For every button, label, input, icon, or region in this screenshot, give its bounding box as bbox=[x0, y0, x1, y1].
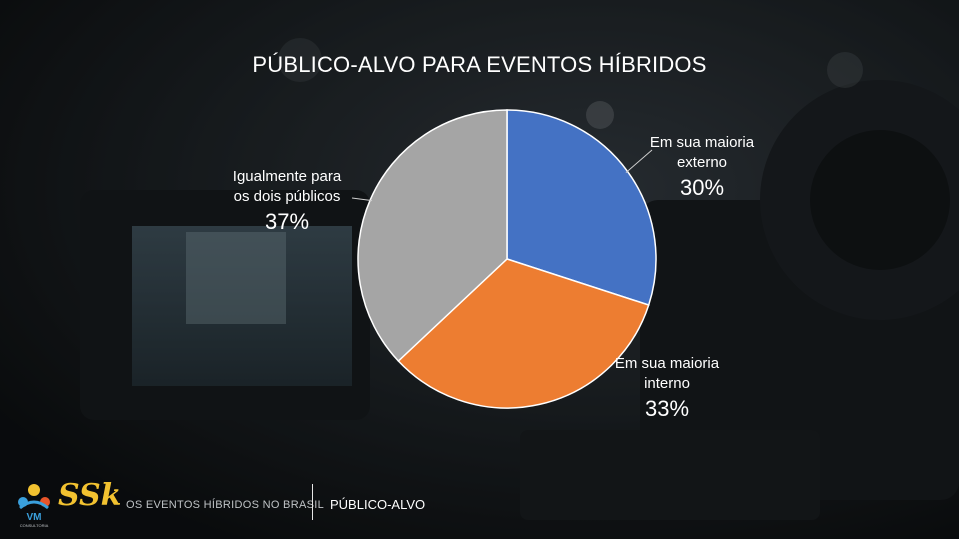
leader-line-externo bbox=[625, 149, 653, 173]
data-label-igualmente-line2: os dois públicos bbox=[233, 188, 341, 205]
pie-slice-interno bbox=[397, 258, 650, 409]
vm-logo-text: VM bbox=[27, 512, 42, 523]
data-label-externo-value: 30% bbox=[679, 175, 725, 200]
footer-section-title: OS EVENTOS HÍBRIDOS NO BRASIL bbox=[126, 499, 324, 511]
vm-logo-subtext: CONSULTORIA bbox=[20, 523, 49, 528]
pie-slice-igualmente bbox=[357, 109, 508, 363]
data-label-interno-line1: Em sua maioria bbox=[614, 355, 720, 372]
data-label-externo-line1: Em sua maioria bbox=[649, 134, 755, 151]
leader-line-igualmente bbox=[351, 197, 373, 202]
data-label-igualmente-line1: Igualmente para bbox=[232, 168, 342, 185]
ssk-logo: SSk bbox=[58, 478, 122, 513]
vm-consultoria-logo: VM CONSULTORIA bbox=[18, 484, 50, 528]
data-label-interno-value: 33% bbox=[644, 396, 690, 421]
data-label-externo: Em sua maioria externo 30% bbox=[632, 133, 772, 203]
data-label-interno-line2: interno bbox=[644, 375, 690, 392]
data-label-interno: Em sua maioria interno 33% bbox=[592, 354, 742, 424]
footer-page-name: PÚBLICO-ALVO bbox=[330, 497, 426, 512]
data-label-igualmente-value: 37% bbox=[264, 209, 310, 234]
data-label-externo-line2: externo bbox=[676, 154, 728, 171]
slide-title: PÚBLICO-ALVO PARA EVENTOS HÍBRIDOS bbox=[252, 52, 707, 77]
footer-divider bbox=[312, 484, 313, 520]
data-label-igualmente: Igualmente para os dois públicos 37% bbox=[212, 167, 362, 237]
